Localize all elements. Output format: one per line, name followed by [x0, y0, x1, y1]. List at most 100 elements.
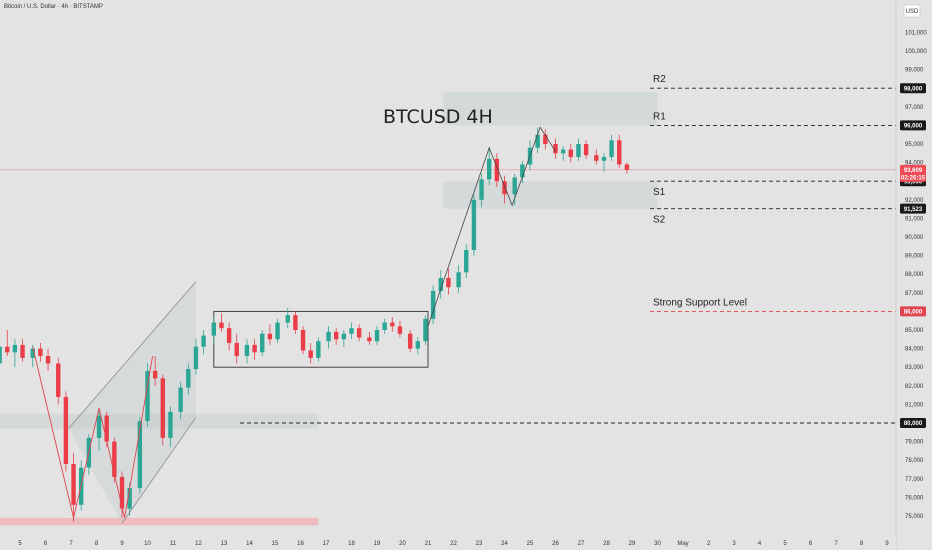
candle-body[interactable] — [112, 441, 117, 477]
candle-body[interactable] — [234, 343, 239, 357]
candle-body[interactable] — [471, 199, 477, 251]
candle-body[interactable] — [609, 140, 614, 158]
candle-body[interactable] — [244, 344, 250, 357]
level-price-tag-text: 98,000 — [904, 86, 923, 92]
candle-body[interactable] — [617, 140, 622, 165]
candle-body[interactable] — [316, 341, 321, 358]
candle-body[interactable] — [568, 149, 573, 158]
price-axis[interactable]: 75,000 76,000 77,000 78,000 79,000 80,000 81,0… — [905, 30, 927, 520]
time-tick-label: 7 — [834, 541, 838, 547]
candle-body[interactable] — [201, 335, 206, 347]
candle-body[interactable] — [226, 328, 232, 344]
candle-body[interactable] — [104, 415, 109, 442]
candle-body[interactable] — [56, 363, 61, 397]
levels-layer: R2 R1 S1 S2 Strong Support Level — [0, 74, 896, 424]
candle-body[interactable] — [407, 333, 413, 349]
candle-body[interactable] — [356, 328, 362, 338]
candle-body[interactable] — [494, 158, 500, 182]
chart-title: BTCUSD 4H — [383, 106, 493, 128]
candle-body[interactable] — [479, 179, 484, 200]
candle-body[interactable] — [502, 181, 507, 195]
candle-body[interactable] — [63, 396, 69, 464]
candle-body[interactable] — [152, 370, 158, 379]
time-tick-label: 14 — [246, 541, 253, 547]
candle-body[interactable] — [293, 315, 298, 330]
current-price-value: 93,609 — [904, 168, 923, 174]
candle-body[interactable] — [583, 144, 589, 156]
currency-button[interactable] — [903, 4, 921, 18]
zone-rect — [443, 181, 658, 209]
candle-body[interactable] — [0, 346, 2, 364]
candle-body[interactable] — [535, 134, 540, 148]
candle-body[interactable] — [341, 333, 347, 340]
candle-body[interactable] — [397, 326, 403, 334]
channel-layer — [68, 281, 197, 524]
candle-body[interactable] — [119, 476, 125, 509]
candle-body[interactable] — [382, 322, 387, 330]
candle-body[interactable] — [160, 378, 165, 438]
candle-body[interactable] — [275, 322, 280, 340]
candle-body[interactable] — [349, 328, 354, 334]
candle-body[interactable] — [446, 277, 451, 288]
candle-body[interactable] — [127, 488, 132, 509]
time-tick-label: 2 — [707, 541, 711, 547]
level-price-tag-text: 80,000 — [904, 421, 923, 427]
candle-body[interactable] — [71, 463, 76, 505]
candle-body[interactable] — [285, 315, 290, 323]
candle-body[interactable] — [594, 155, 599, 161]
candle-body[interactable] — [193, 346, 199, 370]
candle-body[interactable] — [464, 250, 469, 273]
candle-body[interactable] — [267, 333, 273, 340]
candle-body[interactable] — [390, 322, 395, 327]
candle-body[interactable] — [38, 348, 43, 357]
candle-body[interactable] — [326, 331, 331, 342]
zone-rect — [0, 517, 319, 526]
consolidation-box-layer — [213, 310, 429, 368]
candle-body[interactable] — [624, 164, 630, 170]
candle-body[interactable] — [211, 322, 216, 336]
candle-body[interactable] — [30, 348, 35, 358]
candle-body[interactable] — [553, 144, 558, 154]
candle-body[interactable] — [415, 341, 420, 349]
candle-body[interactable] — [438, 277, 443, 291]
price-tick-label: 75,000 — [905, 514, 924, 520]
candle-body[interactable] — [45, 356, 51, 364]
level-label: Strong Support Level — [653, 297, 747, 308]
candle-body[interactable] — [423, 318, 428, 342]
candle-body[interactable] — [543, 134, 548, 144]
time-tick-label: 15 — [272, 541, 279, 547]
candle-body[interactable] — [520, 164, 525, 178]
candle-body[interactable] — [260, 333, 265, 353]
candle-body[interactable] — [430, 290, 436, 319]
candle-body[interactable] — [20, 344, 25, 358]
channel-lower-line — [121, 417, 197, 524]
candle-body[interactable] — [560, 149, 566, 154]
candle-body[interactable] — [334, 331, 339, 340]
candle-body[interactable] — [145, 370, 150, 422]
candle-body[interactable] — [186, 369, 191, 388]
candle-body[interactable] — [178, 387, 183, 412]
zone-rect — [443, 91, 658, 126]
candle-body[interactable] — [367, 337, 372, 342]
candle-body[interactable] — [308, 350, 313, 358]
candle-body[interactable] — [601, 157, 607, 161]
candle-body[interactable] — [137, 421, 143, 489]
time-tick-label: 29 — [629, 541, 636, 547]
price-tick-label: 91,000 — [905, 216, 924, 222]
candle-body[interactable] — [12, 344, 18, 353]
time-axis[interactable]: 5 6 7 8 9 10 11 12 13 14 15 16 17 18 19 20 21 22 23 24 25 26 2… — [0, 536, 896, 550]
candle-body[interactable] — [96, 415, 102, 438]
candle-body[interactable] — [300, 330, 306, 351]
time-tick-label: 11 — [170, 541, 177, 547]
candle-body[interactable] — [168, 411, 173, 438]
candle-body[interactable] — [456, 272, 461, 288]
candle-body[interactable] — [219, 322, 224, 329]
candle-body[interactable] — [576, 144, 581, 158]
symbol-header[interactable]: Bitcoin / U.S. Dollar · 4h · BITSTAMP — [4, 4, 103, 10]
time-tick-label: 22 — [450, 541, 457, 547]
candle-body[interactable] — [487, 158, 492, 180]
candle-body[interactable] — [512, 177, 517, 195]
candle-body[interactable] — [5, 346, 10, 353]
candle-body[interactable] — [374, 330, 380, 342]
candle-body[interactable] — [252, 344, 257, 353]
